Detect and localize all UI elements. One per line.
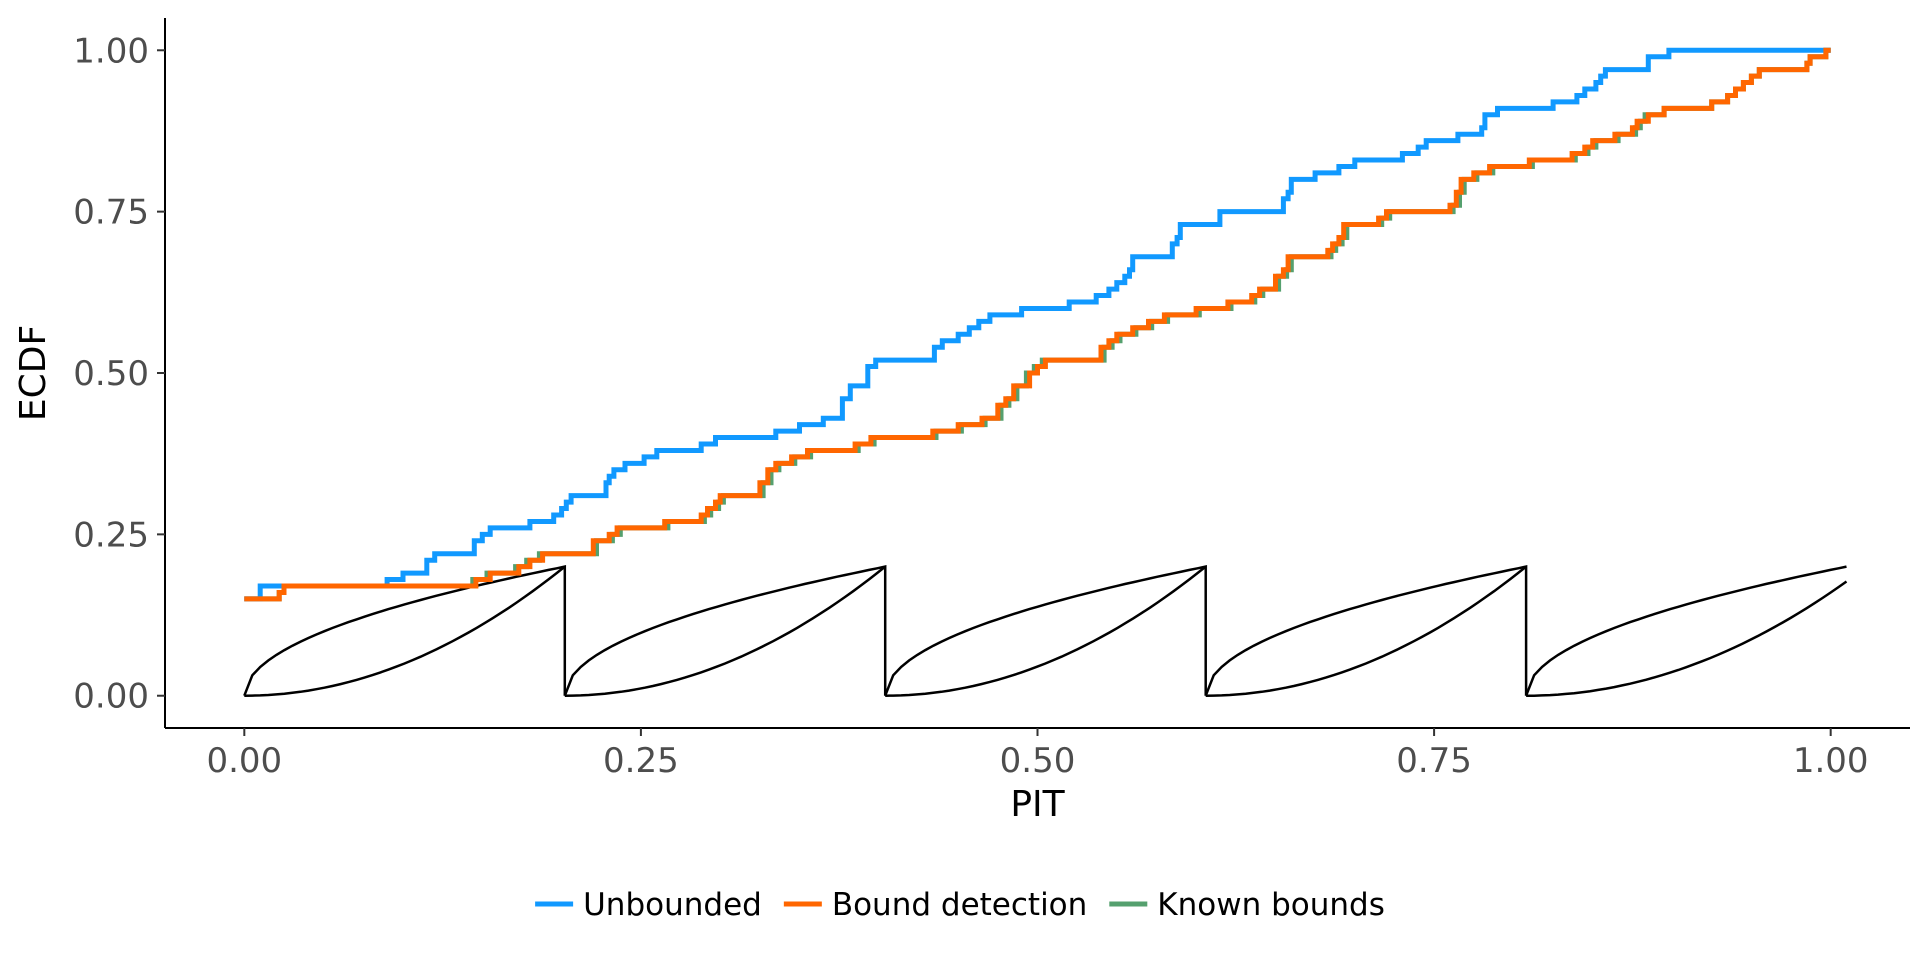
legend-label: Unbounded [583,887,762,923]
envelope-lower-bound [244,565,566,697]
y-tick-label: 0.00 [73,677,149,717]
envelope-lower-bound [1526,580,1848,697]
series-line-known-bounds [244,47,1831,602]
series-line-unbounded [244,47,1831,602]
legend-label: Known bounds [1157,887,1385,923]
x-tick-label: 0.00 [206,741,282,781]
confidence-envelope [243,565,1848,697]
x-ticks: 0.00 0.25 0.50 0.75 1.00 [206,728,1869,781]
envelope-upper-bound [1524,565,1847,697]
envelope-lower-bound [885,565,1207,697]
series-line-bound-detection [244,47,1831,602]
legend-label: Bound detection [832,887,1087,923]
y-tick-label: 0.25 [73,515,149,555]
envelope-upper-bound [884,565,1207,697]
y-ticks: 0.00 0.25 0.50 0.75 1.00 [73,31,165,717]
legend: Unbounded Bound detection Known bounds [535,887,1385,923]
envelope-upper-bound [563,565,887,697]
y-tick-label: 0.75 [73,193,149,233]
envelope-upper-bound [1204,565,1528,697]
y-axis-title: ECDF [13,325,54,421]
y-tick-label: 0.50 [73,354,149,394]
x-tick-label: 0.50 [1000,741,1076,781]
x-tick-label: 0.25 [603,741,679,781]
envelope-lower-bound [1205,565,1527,697]
envelope-lower-bound [564,565,886,697]
series-lines [244,47,1831,602]
x-axis-title: PIT [1010,784,1065,825]
envelope-upper-bound [243,565,567,697]
y-tick-label: 1.00 [73,31,149,71]
x-tick-label: 1.00 [1793,741,1869,781]
x-tick-label: 0.75 [1396,741,1472,781]
